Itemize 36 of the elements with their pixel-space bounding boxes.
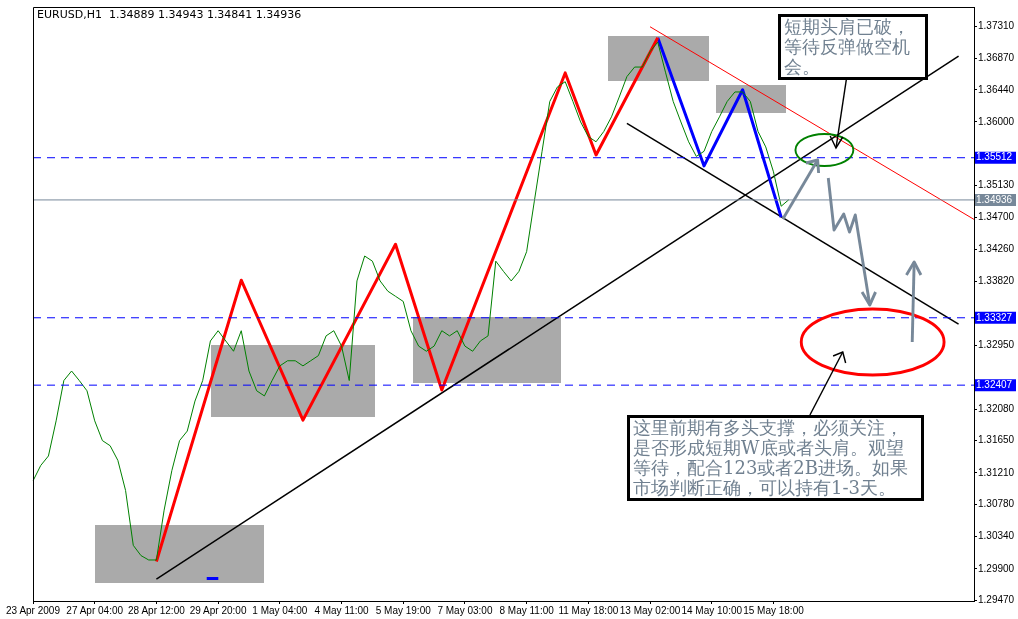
x-tick-label: 27 Apr 04:00 [66, 604, 124, 616]
x-tick-label: 5 May 19:00 [375, 604, 432, 616]
ref-line-label: 1.32407 [976, 378, 1013, 390]
y-tick-label: 1.36870 [978, 52, 1015, 64]
x-tick-label: 11 May 18:00 [558, 604, 619, 616]
x-tick-label: 8 May 11:00 [499, 604, 555, 616]
x-tick-label: 28 Apr 12:00 [128, 604, 186, 616]
y-tick-label: 1.32080 [978, 402, 1015, 414]
y-tick-label: 1.30780 [978, 498, 1015, 510]
y-tick-label: 1.37310 [978, 19, 1015, 31]
x-tick-label: 13 May 02:00 [619, 604, 681, 616]
x-tick-label: 29 Apr 20:00 [189, 604, 247, 616]
ref-line-label: 1.33327 [976, 311, 1013, 323]
y-tick-label: 1.33820 [978, 275, 1015, 287]
x-tick-label: 1 May 04:00 [252, 604, 308, 616]
x-tick-label: 14 May 10:00 [681, 604, 743, 616]
ref-line-label: 1.34936 [976, 193, 1013, 205]
y-tick-label: 1.35130 [978, 179, 1015, 191]
y-tick-label: 1.29900 [978, 562, 1015, 574]
annotation: 这里前期有多头支撑，必须关注，是否形成短期W底或者头肩。观望等待，配合123或者2B进场。如果市场判断正确，可以持有1-3天。 [627, 415, 924, 501]
y-tick-label: 1.31650 [978, 434, 1015, 446]
x-tick-label: 15 May 18:00 [743, 604, 805, 616]
x-tick-label: 23 Apr 2009 [6, 604, 61, 616]
y-tick-label: 1.32950 [978, 339, 1015, 351]
chart-title: EURUSD,H1 1.34889 1.34943 1.34841 1.34936 [37, 8, 302, 21]
y-tick-label: 1.29470 [978, 594, 1015, 606]
ref-line-label: 1.35512 [976, 151, 1013, 163]
y-tick-label: 1.36000 [978, 115, 1015, 127]
y-tick-label: 1.36440 [978, 83, 1015, 95]
y-tick-label: 1.30340 [978, 530, 1015, 542]
x-tick-label: 4 May 11:00 [314, 604, 370, 616]
annotation: 短期头肩已破，等待反弹做空机会。 [778, 14, 928, 80]
y-tick-label: 1.34260 [978, 243, 1015, 255]
x-tick-label: 7 May 03:00 [437, 604, 493, 616]
y-tick-label: 1.34700 [978, 210, 1015, 222]
y-tick-label: 1.31210 [978, 466, 1015, 478]
